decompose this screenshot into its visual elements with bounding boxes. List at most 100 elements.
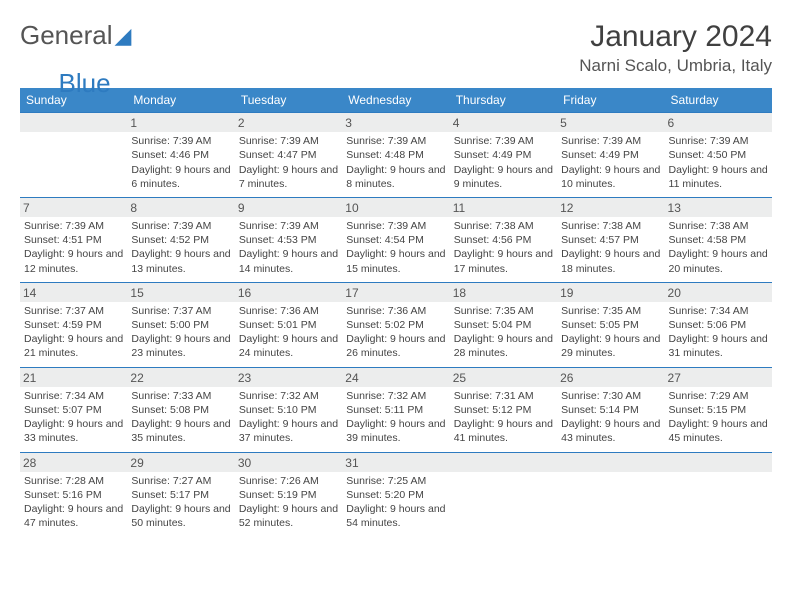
day-details: Sunrise: 7:33 AMSunset: 5:08 PMDaylight:… (131, 389, 230, 446)
calendar-day-cell: 16Sunrise: 7:36 AMSunset: 5:01 PMDayligh… (235, 282, 342, 367)
day-details: Sunrise: 7:38 AMSunset: 4:57 PMDaylight:… (561, 219, 660, 276)
calendar-table: SundayMondayTuesdayWednesdayThursdayFrid… (20, 88, 772, 536)
day-number: 28 (20, 453, 127, 472)
day-number: 22 (127, 368, 234, 387)
calendar-day-cell: 7 Sunrise: 7:39 AMSunset: 4:51 PMDaylight… (20, 197, 127, 282)
day-number: 8 (127, 198, 234, 217)
day-number: 25 (450, 368, 557, 387)
day-number: 21 (20, 368, 127, 387)
calendar-day-cell: 30Sunrise: 7:26 AMSunset: 5:19 PMDayligh… (235, 452, 342, 536)
day-number: 27 (665, 368, 772, 387)
calendar-week-row: 1Sunrise: 7:39 AMSunset: 4:46 PMDaylight… (20, 113, 772, 198)
calendar-day-cell: 28 Sunrise: 7:28 AMSunset: 5:16 PMDayligh… (20, 452, 127, 536)
day-number-empty (20, 113, 127, 132)
dayname-row: SundayMondayTuesdayWednesdayThursdayFrid… (20, 88, 772, 113)
dayname-cell: Friday (557, 88, 664, 113)
day-details: Sunrise: 7:37 AMSunset: 5:00 PMDaylight:… (131, 304, 230, 361)
day-number: 24 (342, 368, 449, 387)
calendar-day-cell: 21 Sunrise: 7:34 AMSunset: 5:07 PMDayligh… (20, 367, 127, 452)
calendar-day-cell: 20Sunrise: 7:34 AMSunset: 5:06 PMDayligh… (665, 282, 772, 367)
calendar-day-cell: 13Sunrise: 7:38 AMSunset: 4:58 PMDayligh… (665, 197, 772, 282)
day-number: 23 (235, 368, 342, 387)
day-number: 19 (557, 283, 664, 302)
day-details: Sunrise: 7:29 AMSunset: 5:15 PMDaylight:… (669, 389, 768, 446)
day-number: 17 (342, 283, 449, 302)
day-details: Sunrise: 7:39 AMSunset: 4:52 PMDaylight:… (131, 219, 230, 276)
calendar-day-cell (450, 452, 557, 536)
calendar-day-cell: 12 Sunrise: 7:38 AMSunset: 4:57 PMDayligh… (557, 197, 664, 282)
day-number: 11 (450, 198, 557, 217)
calendar-day-cell: 27 Sunrise: 7:29 AMSunset: 5:15 PMDayligh… (665, 367, 772, 452)
calendar-week-row: 14Sunrise: 7:37 AMSunset: 4:59 PMDayligh… (20, 282, 772, 367)
day-details: Sunrise: 7:35 AMSunset: 5:04 PMDaylight:… (454, 304, 553, 361)
calendar-day-cell: 26 Sunrise: 7:30 AMSunset: 5:14 PMDayligh… (557, 367, 664, 452)
calendar-day-cell: 1Sunrise: 7:39 AMSunset: 4:46 PMDaylight… (127, 113, 234, 198)
day-details: Sunrise: 7:27 AMSunset: 5:17 PMDaylight:… (131, 474, 230, 531)
calendar-day-cell: 24Sunrise: 7:32 AMSunset: 5:11 PMDayligh… (342, 367, 449, 452)
day-number: 9 (235, 198, 342, 217)
calendar-day-cell: 19 Sunrise: 7:35 AMSunset: 5:05 PMDayligh… (557, 282, 664, 367)
calendar-day-cell: 22 Sunrise: 7:33 AMSunset: 5:08 PMDayligh… (127, 367, 234, 452)
calendar-day-cell: 31 Sunrise: 7:25 AMSunset: 5:20 PMDayligh… (342, 452, 449, 536)
day-number-empty (557, 453, 664, 472)
day-details: Sunrise: 7:39 AMSunset: 4:49 PMDaylight:… (454, 134, 553, 191)
day-number: 1 (127, 113, 234, 132)
calendar-day-cell (20, 113, 127, 198)
calendar-day-cell: 4 Sunrise: 7:39 AMSunset: 4:49 PMDaylight… (450, 113, 557, 198)
day-number: 2 (235, 113, 342, 132)
location-text: Narni Scalo, Umbria, Italy (579, 56, 772, 76)
day-details: Sunrise: 7:39 AMSunset: 4:51 PMDaylight:… (24, 219, 123, 276)
brand-name-2: Blue (59, 68, 111, 99)
calendar-day-cell: 3 Sunrise: 7:39 AMSunset: 4:48 PMDaylight… (342, 113, 449, 198)
day-details: Sunrise: 7:26 AMSunset: 5:19 PMDaylight:… (239, 474, 338, 531)
calendar-day-cell: 10Sunrise: 7:39 AMSunset: 4:54 PMDayligh… (342, 197, 449, 282)
day-number: 26 (557, 368, 664, 387)
day-number: 7 (20, 198, 127, 217)
day-number: 5 (557, 113, 664, 132)
calendar-day-cell: 17 Sunrise: 7:36 AMSunset: 5:02 PMDayligh… (342, 282, 449, 367)
day-details: Sunrise: 7:28 AMSunset: 5:16 PMDaylight:… (24, 474, 123, 531)
calendar-week-row: 7 Sunrise: 7:39 AMSunset: 4:51 PMDaylight… (20, 197, 772, 282)
day-number: 3 (342, 113, 449, 132)
day-number: 31 (342, 453, 449, 472)
day-details: Sunrise: 7:39 AMSunset: 4:54 PMDaylight:… (346, 219, 445, 276)
day-number: 29 (127, 453, 234, 472)
day-details: Sunrise: 7:34 AMSunset: 5:07 PMDaylight:… (24, 389, 123, 446)
day-details: Sunrise: 7:39 AMSunset: 4:48 PMDaylight:… (346, 134, 445, 191)
calendar-day-cell: 8 Sunrise: 7:39 AMSunset: 4:52 PMDaylight… (127, 197, 234, 282)
day-details: Sunrise: 7:25 AMSunset: 5:20 PMDaylight:… (346, 474, 445, 531)
day-details: Sunrise: 7:39 AMSunset: 4:47 PMDaylight:… (239, 134, 338, 191)
day-number-empty (665, 453, 772, 472)
calendar-day-cell: 6Sunrise: 7:39 AMSunset: 4:50 PMDaylight… (665, 113, 772, 198)
day-details: Sunrise: 7:39 AMSunset: 4:49 PMDaylight:… (561, 134, 660, 191)
dayname-cell: Wednesday (342, 88, 449, 113)
header: General◢ January 2024 Narni Scalo, Umbri… (20, 20, 772, 76)
day-number-empty (450, 453, 557, 472)
day-details: Sunrise: 7:37 AMSunset: 4:59 PMDaylight:… (24, 304, 123, 361)
calendar-day-cell: 23 Sunrise: 7:32 AMSunset: 5:10 PMDayligh… (235, 367, 342, 452)
calendar-day-cell (665, 452, 772, 536)
day-number: 20 (665, 283, 772, 302)
day-number: 12 (557, 198, 664, 217)
day-details: Sunrise: 7:32 AMSunset: 5:10 PMDaylight:… (239, 389, 338, 446)
day-details: Sunrise: 7:36 AMSunset: 5:02 PMDaylight:… (346, 304, 445, 361)
day-number: 4 (450, 113, 557, 132)
calendar-day-cell: 9Sunrise: 7:39 AMSunset: 4:53 PMDaylight… (235, 197, 342, 282)
calendar-day-cell: 2 Sunrise: 7:39 AMSunset: 4:47 PMDaylight… (235, 113, 342, 198)
dayname-cell: Tuesday (235, 88, 342, 113)
day-number: 13 (665, 198, 772, 217)
calendar-week-row: 21 Sunrise: 7:34 AMSunset: 5:07 PMDayligh… (20, 367, 772, 452)
day-details: Sunrise: 7:35 AMSunset: 5:05 PMDaylight:… (561, 304, 660, 361)
page-title: January 2024 (579, 20, 772, 54)
day-number: 18 (450, 283, 557, 302)
day-details: Sunrise: 7:38 AMSunset: 4:56 PMDaylight:… (454, 219, 553, 276)
calendar-day-cell: 11 Sunrise: 7:38 AMSunset: 4:56 PMDayligh… (450, 197, 557, 282)
dayname-cell: Monday (127, 88, 234, 113)
calendar-day-cell: 29 Sunrise: 7:27 AMSunset: 5:17 PMDayligh… (127, 452, 234, 536)
day-details: Sunrise: 7:31 AMSunset: 5:12 PMDaylight:… (454, 389, 553, 446)
day-details: Sunrise: 7:30 AMSunset: 5:14 PMDaylight:… (561, 389, 660, 446)
calendar-day-cell (557, 452, 664, 536)
flag-icon: ◢ (115, 23, 132, 49)
day-number: 6 (665, 113, 772, 132)
calendar-day-cell: 14Sunrise: 7:37 AMSunset: 4:59 PMDayligh… (20, 282, 127, 367)
